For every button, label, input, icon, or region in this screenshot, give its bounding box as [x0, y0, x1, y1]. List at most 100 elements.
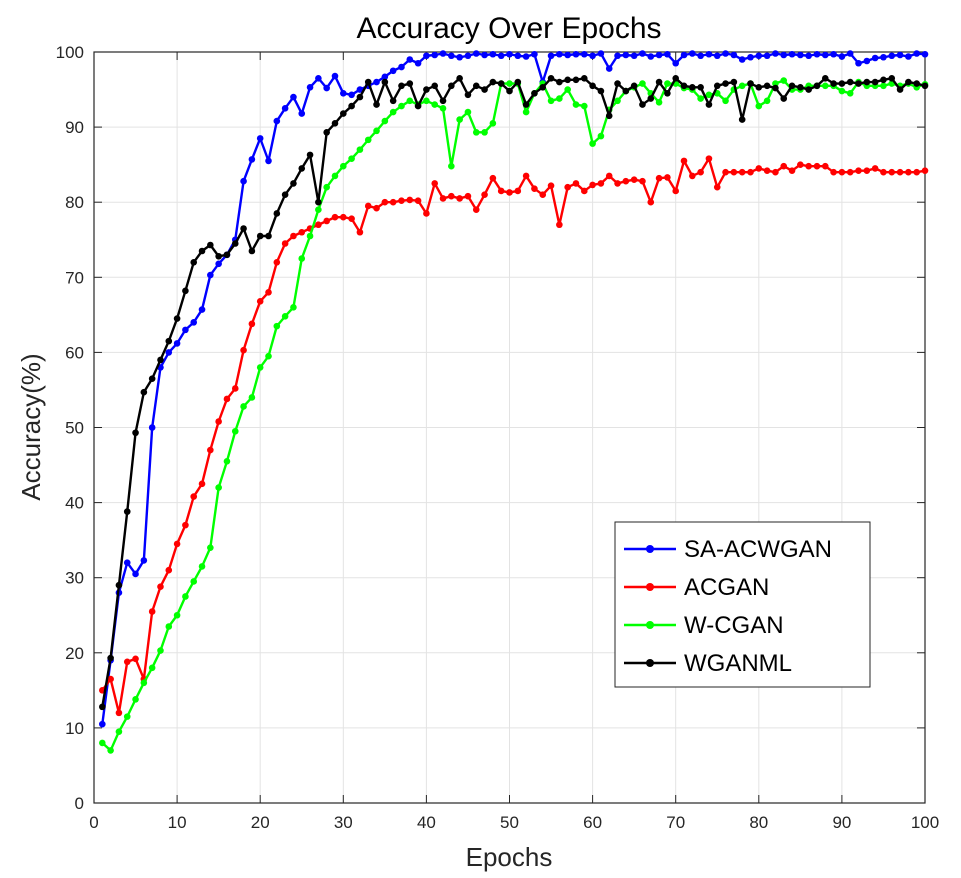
- data-point: [589, 82, 596, 90]
- data-point: [306, 84, 314, 91]
- data-point: [722, 168, 729, 176]
- data-point: [265, 157, 272, 165]
- data-point: [256, 364, 264, 371]
- data-point: [290, 180, 297, 187]
- data-point: [157, 583, 164, 591]
- series-wganml: [99, 74, 929, 711]
- data-point: [738, 82, 746, 90]
- data-point: [423, 86, 430, 93]
- data-point: [689, 172, 696, 180]
- data-point: [672, 74, 679, 82]
- data-point: [215, 418, 222, 425]
- data-point: [871, 165, 879, 172]
- data-point: [622, 51, 630, 59]
- data-point: [173, 340, 181, 347]
- data-point: [531, 50, 538, 58]
- data-point: [448, 52, 455, 60]
- data-point: [821, 162, 829, 170]
- data-point: [315, 206, 322, 214]
- x-tick-label: 10: [168, 813, 187, 832]
- data-point: [115, 728, 123, 735]
- data-point: [140, 679, 148, 687]
- data-point: [647, 53, 655, 60]
- data-point: [639, 50, 646, 57]
- data-point: [730, 78, 738, 86]
- data-point: [763, 97, 771, 105]
- data-point: [863, 78, 871, 86]
- data-point: [157, 356, 164, 364]
- data-point: [830, 50, 837, 58]
- data-point: [273, 322, 281, 330]
- data-point: [414, 59, 422, 67]
- y-tick-label: 0: [75, 794, 84, 813]
- data-point: [298, 255, 306, 262]
- data-point: [539, 84, 547, 91]
- data-point: [273, 117, 281, 125]
- y-tick-label: 70: [65, 268, 84, 287]
- data-point: [348, 155, 355, 162]
- data-point: [165, 337, 173, 345]
- data-point: [514, 187, 522, 195]
- series-group: [99, 50, 929, 754]
- data-point: [547, 97, 555, 105]
- data-point: [846, 90, 854, 97]
- data-point: [614, 80, 621, 87]
- data-point: [423, 210, 430, 217]
- data-point: [132, 429, 139, 437]
- data-point: [630, 176, 638, 183]
- data-point: [107, 654, 114, 662]
- data-point: [381, 117, 389, 125]
- data-point: [215, 252, 222, 260]
- data-point: [240, 177, 247, 185]
- data-point: [913, 80, 920, 87]
- x-tick-label: 40: [417, 813, 436, 832]
- data-point: [431, 101, 439, 108]
- data-point: [880, 53, 887, 61]
- data-point: [472, 129, 480, 136]
- data-point: [315, 198, 322, 206]
- data-point: [381, 78, 389, 86]
- data-point: [755, 165, 763, 172]
- data-point: [290, 304, 297, 311]
- data-point: [173, 315, 181, 322]
- data-point: [356, 228, 364, 236]
- data-point: [265, 289, 272, 296]
- data-point: [356, 146, 364, 153]
- data-point: [763, 167, 771, 174]
- data-point: [813, 50, 821, 58]
- data-point: [855, 167, 862, 174]
- data-point: [448, 192, 455, 200]
- data-point: [464, 192, 472, 200]
- data-point: [697, 52, 704, 60]
- data-point: [323, 183, 330, 191]
- data-point: [846, 78, 854, 86]
- data-point: [788, 167, 796, 174]
- data-point: [182, 593, 189, 600]
- data-point: [406, 80, 414, 87]
- data-point: [572, 180, 580, 187]
- data-point: [115, 709, 123, 717]
- y-axis-title: Accuracy(%): [16, 353, 46, 500]
- data-point: [664, 50, 671, 58]
- data-point: [630, 82, 638, 90]
- data-point: [381, 198, 389, 206]
- data-point: [506, 189, 513, 196]
- data-point: [165, 566, 173, 574]
- data-point: [356, 93, 364, 101]
- data-point: [198, 480, 206, 488]
- data-point: [373, 101, 380, 108]
- data-point: [273, 210, 281, 217]
- data-point: [165, 349, 173, 356]
- data-point: [780, 95, 788, 102]
- data-point: [722, 80, 729, 87]
- data-point: [456, 116, 463, 123]
- data-point: [298, 110, 306, 117]
- data-point: [655, 78, 663, 86]
- data-point: [481, 51, 488, 59]
- data-point: [547, 182, 555, 189]
- data-point: [755, 102, 763, 110]
- data-point: [780, 77, 788, 84]
- data-point: [123, 658, 131, 666]
- data-point: [406, 196, 414, 204]
